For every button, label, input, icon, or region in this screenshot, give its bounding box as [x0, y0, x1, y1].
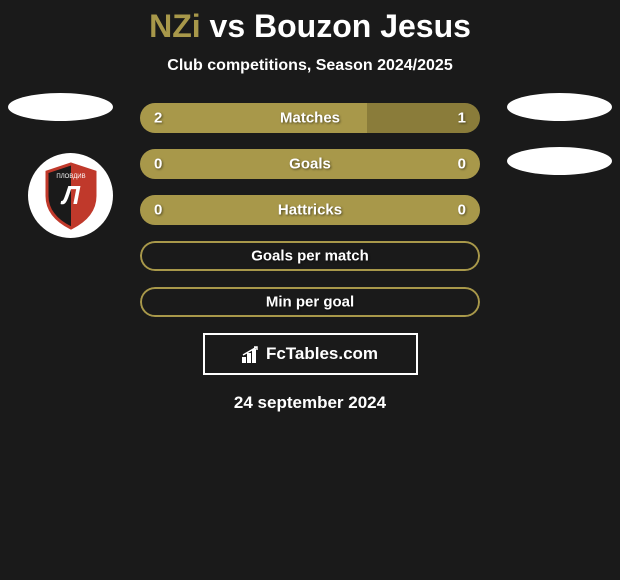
stat-label: Matches [280, 110, 340, 127]
team-logo: Л ПЛОВДИВ [28, 153, 113, 238]
player1-name: NZi [149, 8, 201, 44]
badge-right [507, 93, 612, 121]
stat-label: Min per goal [266, 294, 354, 311]
stat-bar: Goals per match [140, 241, 480, 271]
svg-text:Л: Л [60, 180, 81, 210]
header: NZi vs Bouzon Jesus Club competitions, S… [0, 0, 620, 75]
title: NZi vs Bouzon Jesus [0, 8, 620, 45]
stat-label: Goals [289, 156, 331, 173]
stat-label: Hattricks [278, 202, 342, 219]
stats-container: Л ПЛОВДИВ Matches21Goals00Hattricks00Goa… [0, 103, 620, 317]
subtitle: Club competitions, Season 2024/2025 [0, 57, 620, 75]
chart-icon [242, 345, 262, 363]
svg-text:ПЛОВДИВ: ПЛОВДИВ [56, 174, 85, 180]
stat-bar: Matches 2 1 [140, 103, 480, 133]
stat-value-left: 0 [154, 156, 162, 173]
player2-oval2-icon [507, 147, 612, 175]
stat-value-right: 1 [458, 110, 466, 127]
date-text: 24 september 2024 [0, 393, 620, 413]
stat-bar: Goals 0 0 [140, 149, 480, 179]
player2-oval-icon [507, 93, 612, 121]
stat-bar: Hattricks 0 0 [140, 195, 480, 225]
stat-bar: Min per goal [140, 287, 480, 317]
stat-value-right: 0 [458, 156, 466, 173]
stat-value-left: 0 [154, 202, 162, 219]
stat-value-right: 0 [458, 202, 466, 219]
vs-text: vs [210, 8, 246, 44]
site-logo-text: FcTables.com [266, 344, 378, 364]
player1-oval-icon [8, 93, 113, 121]
stat-label: Goals per match [251, 248, 369, 265]
player2-name: Bouzon Jesus [254, 8, 471, 44]
team-logo-icon: Л ПЛОВДИВ [35, 160, 107, 232]
badge-left [8, 93, 113, 121]
badge-right-2 [507, 147, 612, 175]
stat-bars: Matches 2 1 Goals 0 0 Hattricks 0 0 Goals per mat… [140, 103, 480, 317]
stat-value-left: 2 [154, 110, 162, 127]
site-logo-box: FcTables.com [203, 333, 418, 375]
